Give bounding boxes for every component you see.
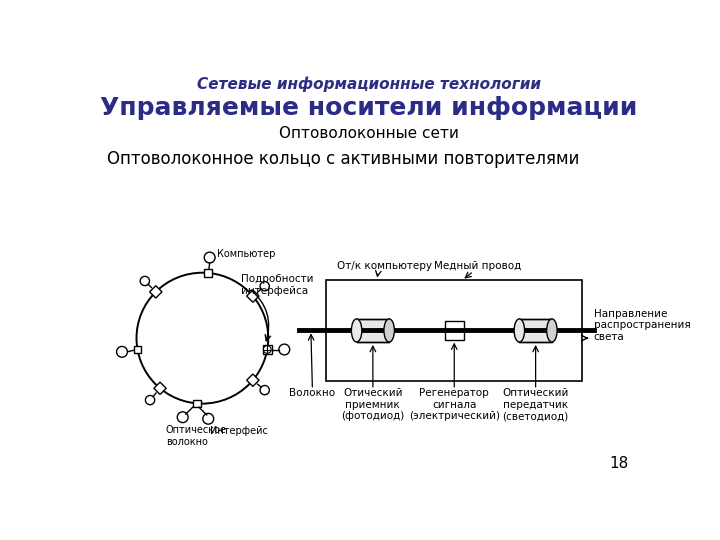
Text: 18: 18 [609,456,629,471]
Text: От/к компьютеру: От/к компьютеру [337,261,432,271]
Ellipse shape [514,319,525,342]
Text: Волокно: Волокно [289,388,336,398]
Bar [356,319,389,342]
Bar [193,400,200,407]
Ellipse shape [351,319,362,342]
Bar [204,269,212,277]
Polygon shape [247,374,259,387]
Polygon shape [247,290,259,302]
Text: Отический
приемник
(фотодиод): Отический приемник (фотодиод) [341,388,405,421]
Circle shape [177,412,188,423]
Text: Компьютер: Компьютер [217,249,276,259]
Text: Оптоволоконное кольцо с активными повторителями: Оптоволоконное кольцо с активными повтор… [107,150,580,167]
Text: Управляемые носители информации: Управляемые носители информации [100,96,638,119]
Text: Оптоволоконные сети: Оптоволоконные сети [279,126,459,141]
Circle shape [203,413,214,424]
Circle shape [145,395,155,404]
Ellipse shape [546,319,557,342]
Bar [445,321,464,340]
Text: Интерфейс: Интерфейс [210,427,268,436]
Bar [519,319,552,342]
Text: Оптическое
волокно: Оптическое волокно [166,425,227,447]
Text: Регенератор
сигнала
(электрический): Регенератор сигнала (электрический) [409,388,500,421]
Polygon shape [154,382,166,394]
Circle shape [260,281,269,291]
Circle shape [264,346,271,353]
Bar [326,280,582,381]
Circle shape [260,386,269,395]
Text: Медный провод: Медный провод [434,261,521,271]
Ellipse shape [384,319,395,342]
Text: Направление
распространения
света: Направление распространения света [594,309,690,342]
Text: Подробности
интерфейса: Подробности интерфейса [241,274,314,296]
Polygon shape [150,286,162,298]
Bar [134,346,141,353]
Text: Сетевые информационные технологии: Сетевые информационные технологии [197,76,541,92]
Circle shape [279,344,289,355]
Circle shape [204,252,215,263]
Text: Оптический
передатчик
(светодиод): Оптический передатчик (светодиод) [503,388,569,421]
Bar [263,345,271,354]
Circle shape [117,347,127,357]
Circle shape [140,276,150,286]
